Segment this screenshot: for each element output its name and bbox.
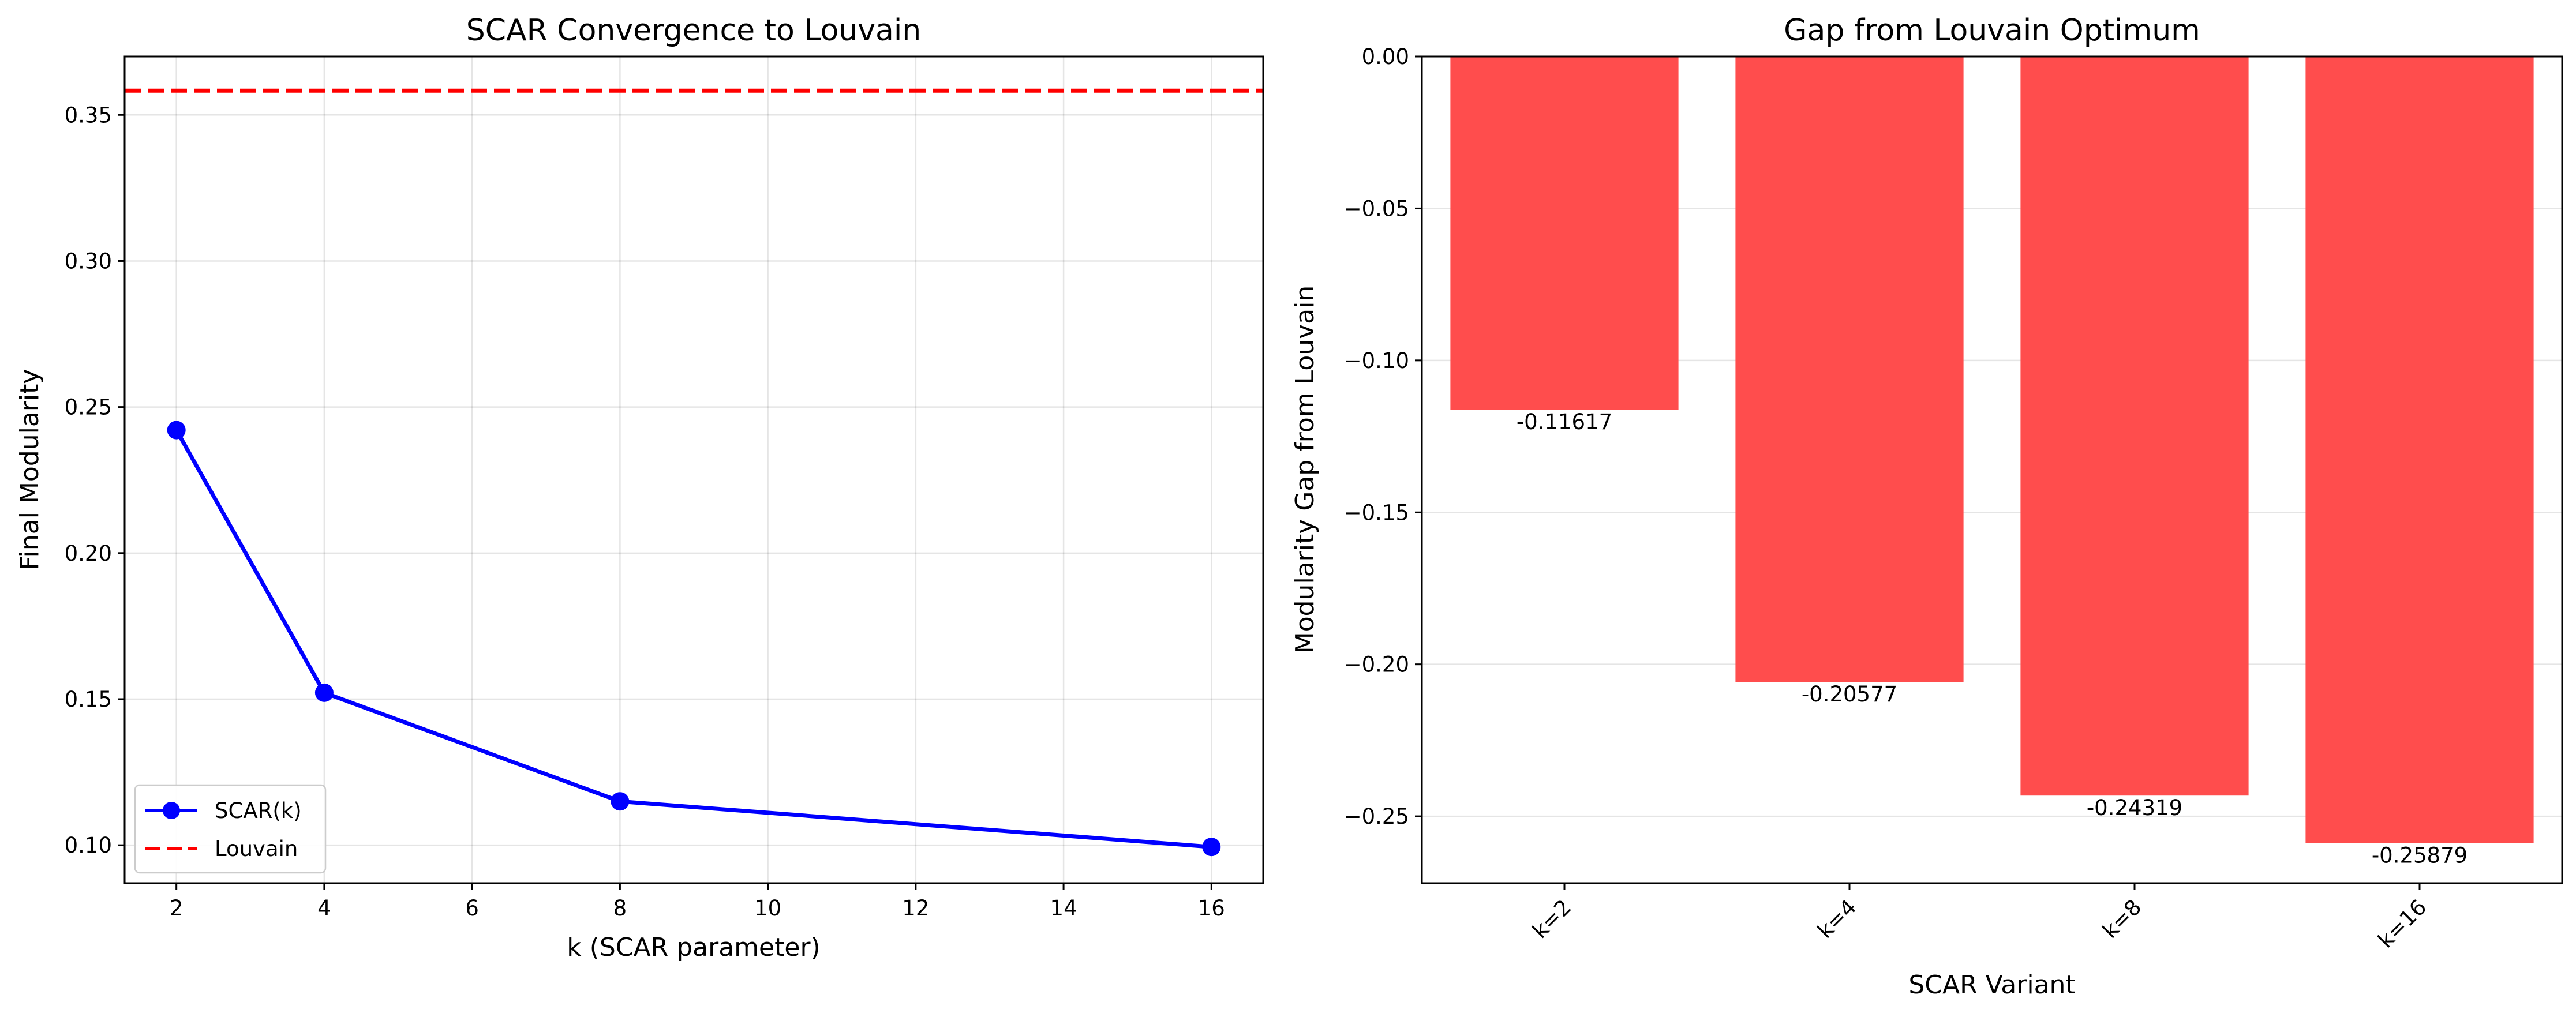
- convergence-line-chart: SCAR Convergence to Louvain 2 4 6 8 10 12 14 16…: [15, 13, 1264, 962]
- right-y-tick-label: −0.15: [1344, 500, 1409, 525]
- left-x-tick-label: 10: [754, 896, 781, 921]
- left-plot-frame: [123, 55, 1264, 884]
- scar-point: [1202, 838, 1221, 857]
- gap-bar-value-label: -0.24319: [2087, 795, 2182, 820]
- left-y-tick-label: 0.35: [65, 103, 112, 127]
- gap-bar: [2020, 57, 2249, 796]
- scar-point: [611, 792, 630, 811]
- legend-scar-label: SCAR(k): [215, 798, 302, 823]
- right-x-ticks: k=2 k=4 k=8 k=16: [1527, 883, 2431, 953]
- gap-bar-value-label: -0.11617: [1517, 410, 1612, 434]
- right-x-tick-label: k=2: [1527, 895, 1576, 943]
- right-y-tick-label: 0.00: [1362, 44, 1409, 69]
- right-x-tick-label: k=16: [2373, 895, 2432, 953]
- right-y-tick-label: −0.10: [1344, 348, 1409, 373]
- left-x-tick-label: 8: [613, 896, 627, 921]
- scar-point: [314, 683, 334, 702]
- left-x-tick-label: 6: [465, 896, 479, 921]
- gap-bar: [2305, 57, 2534, 843]
- right-y-tick-label: −0.05: [1344, 196, 1409, 221]
- left-y-tick-label: 0.15: [65, 687, 112, 712]
- left-y-axis-label: Final Modularity: [15, 369, 44, 571]
- left-x-tick-label: 4: [317, 896, 331, 921]
- right-y-tick-label: −0.20: [1344, 652, 1409, 677]
- gap-bar-value-label: -0.25879: [2372, 843, 2468, 868]
- left-y-tick-label: 0.20: [65, 541, 112, 566]
- left-y-tick-label: 0.25: [65, 395, 112, 420]
- left-y-ticks: 0.10 0.15 0.20 0.25 0.30 0.35: [65, 103, 125, 858]
- left-x-tick-label: 2: [170, 896, 184, 921]
- right-y-axis-label: Modularity Gap from Louvain: [1290, 286, 1320, 654]
- right-y-tick-label: −0.25: [1344, 804, 1409, 829]
- left-legend: SCAR(k) Louvain: [134, 784, 327, 874]
- right-plot-frame: [1421, 55, 2563, 884]
- left-x-tick-label: 16: [1198, 896, 1225, 921]
- legend-scar-marker: [163, 802, 180, 819]
- scar-line: [174, 429, 1212, 849]
- gap-bar-value-label: -0.20577: [1802, 682, 1897, 707]
- left-y-tick-label: 0.10: [65, 833, 112, 858]
- left-x-tick-label: 14: [1050, 896, 1077, 921]
- gap-bars: -0.11617 -0.20577 -0.24319 -0.25879: [1450, 57, 2534, 868]
- left-grid: [125, 57, 1263, 883]
- legend-louvain-label: Louvain: [215, 836, 298, 861]
- left-x-ticks: 2 4 6 8 10 12 14 16: [170, 883, 1225, 921]
- right-chart-title: Gap from Louvain Optimum: [1784, 13, 2200, 48]
- right-x-tick-label: k=4: [1813, 895, 1861, 943]
- right-x-tick-label: k=8: [2098, 895, 2146, 943]
- legend-box: [134, 784, 327, 874]
- gap-bar: [1735, 57, 1964, 682]
- right-x-axis-label: SCAR Variant: [1908, 970, 2075, 1000]
- scar-point: [167, 421, 186, 440]
- left-y-tick-label: 0.30: [65, 249, 112, 273]
- left-chart-title: SCAR Convergence to Louvain: [466, 13, 922, 48]
- left-x-axis-label: k (SCAR parameter): [567, 933, 820, 962]
- left-x-tick-label: 12: [902, 896, 929, 921]
- right-y-ticks: 0.00 −0.05 −0.10 −0.15 −0.20 −0.25: [1344, 44, 1422, 829]
- gap-bar: [1450, 57, 1679, 410]
- scar-series: [167, 421, 1221, 857]
- gap-bar-chart: Gap from Louvain Optimum -0.11617 -0.2057…: [1290, 13, 2563, 1000]
